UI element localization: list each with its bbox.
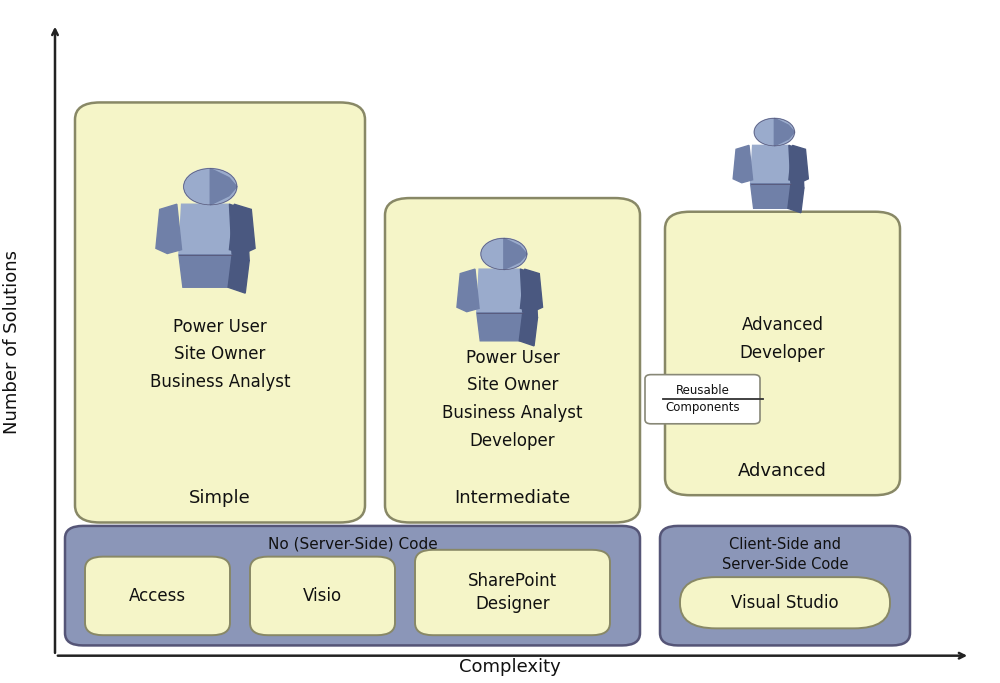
Circle shape xyxy=(184,169,237,205)
Text: Intermediate: Intermediate xyxy=(454,490,571,507)
Polygon shape xyxy=(519,313,537,346)
Polygon shape xyxy=(788,184,804,212)
FancyBboxPatch shape xyxy=(65,526,640,645)
Polygon shape xyxy=(179,204,232,255)
Polygon shape xyxy=(477,269,523,313)
Polygon shape xyxy=(229,204,249,261)
Polygon shape xyxy=(520,269,537,318)
Polygon shape xyxy=(751,145,791,184)
FancyBboxPatch shape xyxy=(645,374,760,423)
Polygon shape xyxy=(520,269,543,311)
Circle shape xyxy=(754,118,795,146)
Text: SharePoint
Designer: SharePoint Designer xyxy=(468,572,557,613)
Polygon shape xyxy=(774,118,795,146)
FancyBboxPatch shape xyxy=(680,577,890,628)
Polygon shape xyxy=(156,204,182,253)
Polygon shape xyxy=(457,269,479,311)
Text: Simple: Simple xyxy=(189,490,251,507)
FancyBboxPatch shape xyxy=(75,102,365,522)
Text: Client-Side and
Server-Side Code: Client-Side and Server-Side Code xyxy=(722,537,848,572)
Text: Reusable
Components: Reusable Components xyxy=(665,385,740,414)
Polygon shape xyxy=(733,145,753,183)
Text: Advanced: Advanced xyxy=(738,462,827,480)
Text: Power User
Site Owner
Business Analyst
Developer: Power User Site Owner Business Analyst D… xyxy=(442,348,583,450)
Text: No (Server-Side) Code: No (Server-Side) Code xyxy=(268,537,437,552)
Text: Advanced
Developer: Advanced Developer xyxy=(740,316,825,362)
FancyBboxPatch shape xyxy=(660,526,910,645)
FancyBboxPatch shape xyxy=(250,557,395,635)
Polygon shape xyxy=(477,313,523,341)
Polygon shape xyxy=(228,255,249,293)
Polygon shape xyxy=(751,184,791,208)
Text: Complexity: Complexity xyxy=(459,658,561,676)
Polygon shape xyxy=(179,255,232,288)
Polygon shape xyxy=(504,238,527,270)
Polygon shape xyxy=(229,204,255,253)
Polygon shape xyxy=(789,145,808,183)
Text: Access: Access xyxy=(129,587,186,605)
Text: Power User
Site Owner
Business Analyst: Power User Site Owner Business Analyst xyxy=(150,318,290,391)
FancyBboxPatch shape xyxy=(415,550,610,635)
Text: Visual Studio: Visual Studio xyxy=(731,594,839,612)
Text: Visio: Visio xyxy=(303,587,342,605)
Circle shape xyxy=(481,238,527,270)
FancyBboxPatch shape xyxy=(385,198,640,522)
Polygon shape xyxy=(789,145,804,188)
Text: Number of Solutions: Number of Solutions xyxy=(3,249,21,434)
FancyBboxPatch shape xyxy=(85,557,230,635)
Polygon shape xyxy=(210,169,237,205)
FancyBboxPatch shape xyxy=(665,212,900,495)
